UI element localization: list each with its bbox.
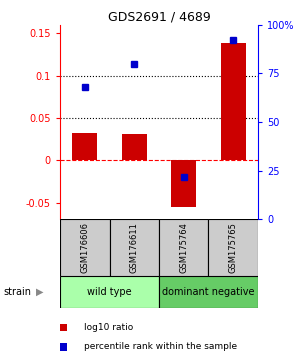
Text: log10 ratio: log10 ratio <box>84 323 133 332</box>
Text: GSM176611: GSM176611 <box>130 222 139 273</box>
Text: GSM175764: GSM175764 <box>179 222 188 273</box>
Bar <box>208 219 258 276</box>
Text: wild type: wild type <box>87 287 132 297</box>
Text: ▶: ▶ <box>36 287 44 297</box>
Bar <box>171 160 196 207</box>
Bar <box>110 219 159 276</box>
Text: GSM175765: GSM175765 <box>229 222 238 273</box>
Bar <box>60 276 159 308</box>
Text: strain: strain <box>3 287 31 297</box>
Text: dominant negative: dominant negative <box>162 287 255 297</box>
Bar <box>72 133 97 160</box>
Bar <box>159 219 208 276</box>
Bar <box>60 219 110 276</box>
Bar <box>221 44 246 160</box>
Text: percentile rank within the sample: percentile rank within the sample <box>84 342 237 352</box>
Title: GDS2691 / 4689: GDS2691 / 4689 <box>108 11 210 24</box>
Bar <box>122 134 147 160</box>
Text: GSM176606: GSM176606 <box>80 222 89 273</box>
Bar <box>159 276 258 308</box>
